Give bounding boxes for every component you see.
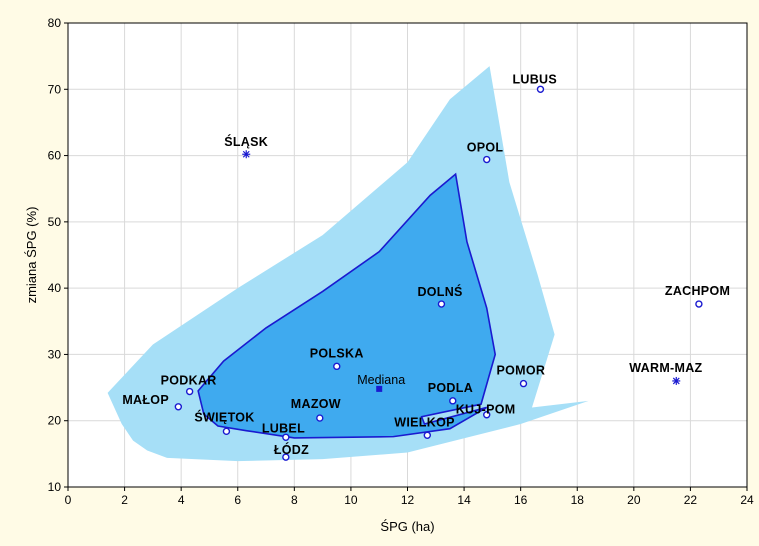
x-tick-label: 18 [571, 493, 585, 507]
point-label: PODKAR [161, 374, 217, 388]
point-label: LUBUS [512, 72, 557, 86]
x-tick-label: 10 [344, 493, 358, 507]
x-tick-label: 24 [740, 493, 754, 507]
point-label: ŁÓDZ [274, 442, 309, 457]
median-label: Mediana [357, 373, 405, 387]
point-marker [316, 414, 324, 422]
point-marker [282, 433, 290, 441]
point-label: PODLA [428, 381, 473, 395]
point-marker [437, 300, 446, 308]
x-tick-label: 4 [178, 493, 185, 507]
point-label: POLSKA [310, 346, 364, 360]
y-tick-label: 60 [48, 149, 62, 163]
point-label: ŚWIĘTOK [194, 409, 254, 424]
y-axis-title: zmiana ŚPG (%) [24, 207, 39, 304]
inner-region [197, 172, 497, 439]
point-label: ZACHPOM [665, 284, 730, 298]
y-tick-label: 40 [48, 281, 62, 295]
median-marker [376, 385, 383, 392]
x-tick-label: 16 [514, 493, 528, 507]
y-tick-label: 80 [48, 16, 62, 30]
point-marker-asterisk [242, 150, 251, 159]
point-marker-asterisk [672, 376, 681, 385]
x-tick-label: 8 [291, 493, 298, 507]
point-label: DOLNŚ [417, 284, 462, 299]
point-marker [536, 85, 545, 93]
point-label: MAZOW [291, 397, 341, 411]
point-label: WIELKOP [394, 415, 454, 429]
point-label: ŚLĄSK [224, 134, 268, 149]
y-tick-label: 50 [48, 215, 62, 229]
x-tick-label: 20 [627, 493, 641, 507]
point-marker [483, 155, 491, 164]
point-marker [185, 387, 194, 396]
y-tick-label: 30 [48, 347, 62, 361]
point-label: KUJ-POM [456, 403, 516, 417]
point-label: POMOR [496, 364, 545, 378]
point-marker [423, 431, 432, 439]
point-label: MAŁOP [122, 393, 169, 407]
point-marker [483, 411, 491, 419]
x-axis-title: ŚPG (ha) [380, 519, 434, 534]
point-marker [333, 362, 341, 371]
y-tick-label: 20 [48, 414, 62, 428]
point-marker [449, 397, 457, 405]
point-marker [222, 427, 231, 436]
x-tick-label: 14 [457, 493, 471, 507]
x-tick-label: 6 [234, 493, 241, 507]
point-marker [695, 300, 703, 308]
point-label: LUBEL [262, 421, 305, 435]
y-tick-label: 10 [48, 480, 62, 494]
point-marker [174, 403, 183, 411]
point-marker [282, 453, 290, 461]
x-tick-label: 22 [684, 493, 698, 507]
x-tick-label: 12 [401, 493, 415, 507]
x-tick-label: 2 [121, 493, 128, 507]
y-tick-label: 70 [48, 82, 62, 96]
point-markers [174, 85, 703, 461]
point-labels: LUBUS ŚLĄSK OPOL DOLNŚ ZACHPOM POLSKA WARM-MAZ… [122, 72, 730, 457]
x-tick-label: 0 [65, 493, 72, 507]
point-label: WARM-MAZ [629, 361, 702, 375]
point-label: OPOL [467, 141, 504, 155]
point-marker [519, 379, 528, 388]
